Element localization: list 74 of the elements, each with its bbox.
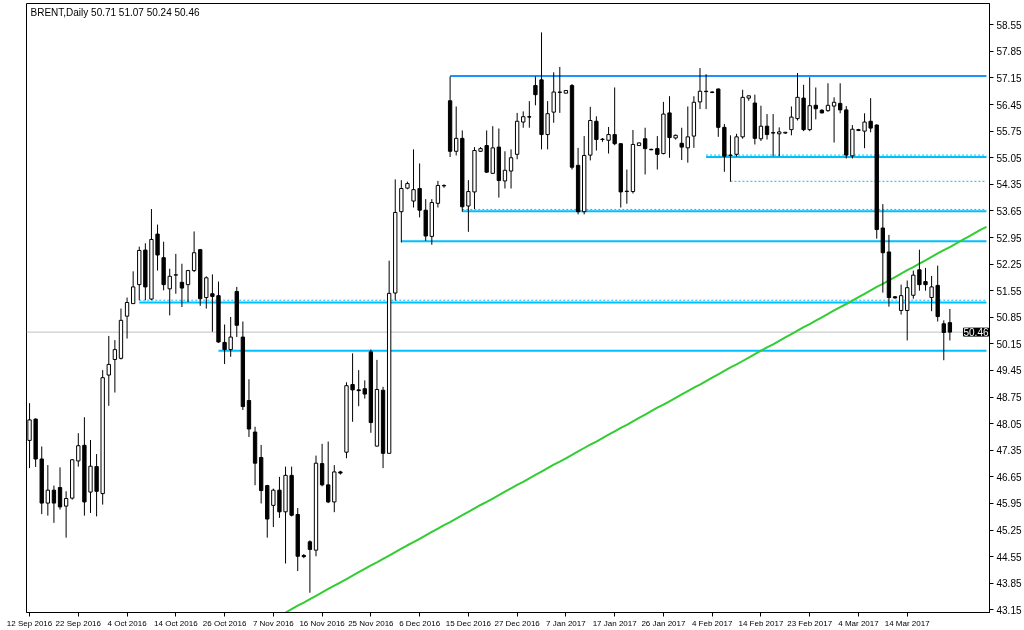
x-tick-label: 7 Jan 2017 — [546, 618, 587, 628]
x-tick-label: 14 Feb 2017 — [738, 618, 784, 628]
x-tick-label: 12 Sep 2016 — [6, 618, 53, 628]
y-tick-label: 55.75 — [996, 126, 1022, 138]
candlestick — [185, 269, 191, 303]
candlestick — [557, 66, 562, 114]
x-tick-label: 26 Jan 2017 — [641, 618, 686, 628]
x-tick-label: 26 Oct 2016 — [202, 618, 247, 628]
candlestick — [642, 127, 648, 175]
candlestick — [551, 71, 556, 124]
x-tick-label: 27 Dec 2016 — [494, 618, 541, 628]
x-tick-label: 7 Nov 2016 — [252, 618, 295, 628]
candlestick — [770, 113, 776, 157]
x-tick-label: 23 Feb 2017 — [787, 618, 833, 628]
candlestick — [124, 297, 130, 340]
candlestick — [508, 148, 514, 190]
y-tick-label: 48.05 — [996, 418, 1022, 430]
y-tick-label: 46.65 — [996, 471, 1022, 483]
candlestick — [173, 253, 178, 295]
candlestick — [502, 150, 508, 190]
y-tick-label: 54.35 — [996, 179, 1022, 191]
y-tick-label: 50.15 — [996, 338, 1022, 350]
x-tick-label: 14 Oct 2016 — [154, 618, 199, 628]
candlestick — [435, 180, 441, 209]
y-tick-label: 55.05 — [996, 152, 1022, 164]
candlestick — [51, 485, 57, 524]
y-tick-label: 45.25 — [996, 525, 1022, 537]
y-tick-label: 52.25 — [996, 259, 1022, 271]
x-tick-label: 15 Dec 2016 — [445, 618, 492, 628]
y-tick-label: 43.15 — [996, 604, 1022, 616]
x-tick-label: 4 Mar 2017 — [838, 618, 880, 628]
y-tick-label: 53.65 — [996, 205, 1022, 217]
y-tick-label: 57.85 — [996, 46, 1022, 58]
candlestick — [764, 113, 770, 141]
candlestick — [106, 335, 111, 407]
y-tick-label: 44.55 — [996, 551, 1022, 563]
y-tick-label: 51.55 — [996, 285, 1022, 297]
x-tick-label: 4 Feb 2017 — [691, 618, 733, 628]
candlestick — [307, 539, 313, 594]
chart-title: BRENT,Daily 50.71 51.07 50.24 50.46 — [30, 6, 200, 18]
x-tick-label: 16 Nov 2016 — [299, 618, 346, 628]
candlestick — [898, 284, 904, 316]
x-tick-label: 17 Jan 2017 — [592, 618, 638, 628]
candlestick — [697, 67, 703, 110]
candlestick — [319, 443, 325, 487]
ref-line-label: 50.46 — [963, 327, 989, 339]
candlestick — [179, 263, 185, 308]
candlestick — [112, 339, 118, 394]
candlestick — [57, 466, 63, 511]
y-tick-label: 57.15 — [996, 72, 1022, 84]
y-tick-label: 58.55 — [996, 19, 1022, 31]
candlestick — [758, 105, 764, 142]
candlestick — [191, 230, 197, 273]
candlestick — [831, 96, 837, 144]
x-tick-label: 25 Nov 2016 — [348, 618, 395, 628]
x-tick-label: 22 Sep 2016 — [55, 618, 102, 628]
candlestick — [130, 270, 136, 305]
y-tick-label: 49.45 — [996, 365, 1022, 377]
line-series — [284, 225, 988, 613]
candlestick — [63, 490, 69, 539]
candlestick — [45, 464, 51, 517]
y-tick-label: 43.85 — [996, 578, 1022, 590]
candlestick — [947, 308, 953, 341]
y-tick-label: 45.95 — [996, 498, 1022, 510]
x-tick-label: 6 Dec 2016 — [399, 618, 441, 628]
y-tick-label: 56.45 — [996, 99, 1022, 111]
candlestick — [941, 319, 946, 361]
y-tick-label: 52.95 — [996, 232, 1022, 244]
x-tick-label: 14 Mar 2017 — [884, 618, 931, 628]
y-tick-label: 47.35 — [996, 445, 1022, 457]
y-tick-label: 48.75 — [996, 392, 1022, 404]
x-tick-label: 4 Oct 2016 — [107, 618, 148, 628]
candlestick — [441, 183, 447, 189]
y-tick-label: 50.85 — [996, 312, 1022, 324]
